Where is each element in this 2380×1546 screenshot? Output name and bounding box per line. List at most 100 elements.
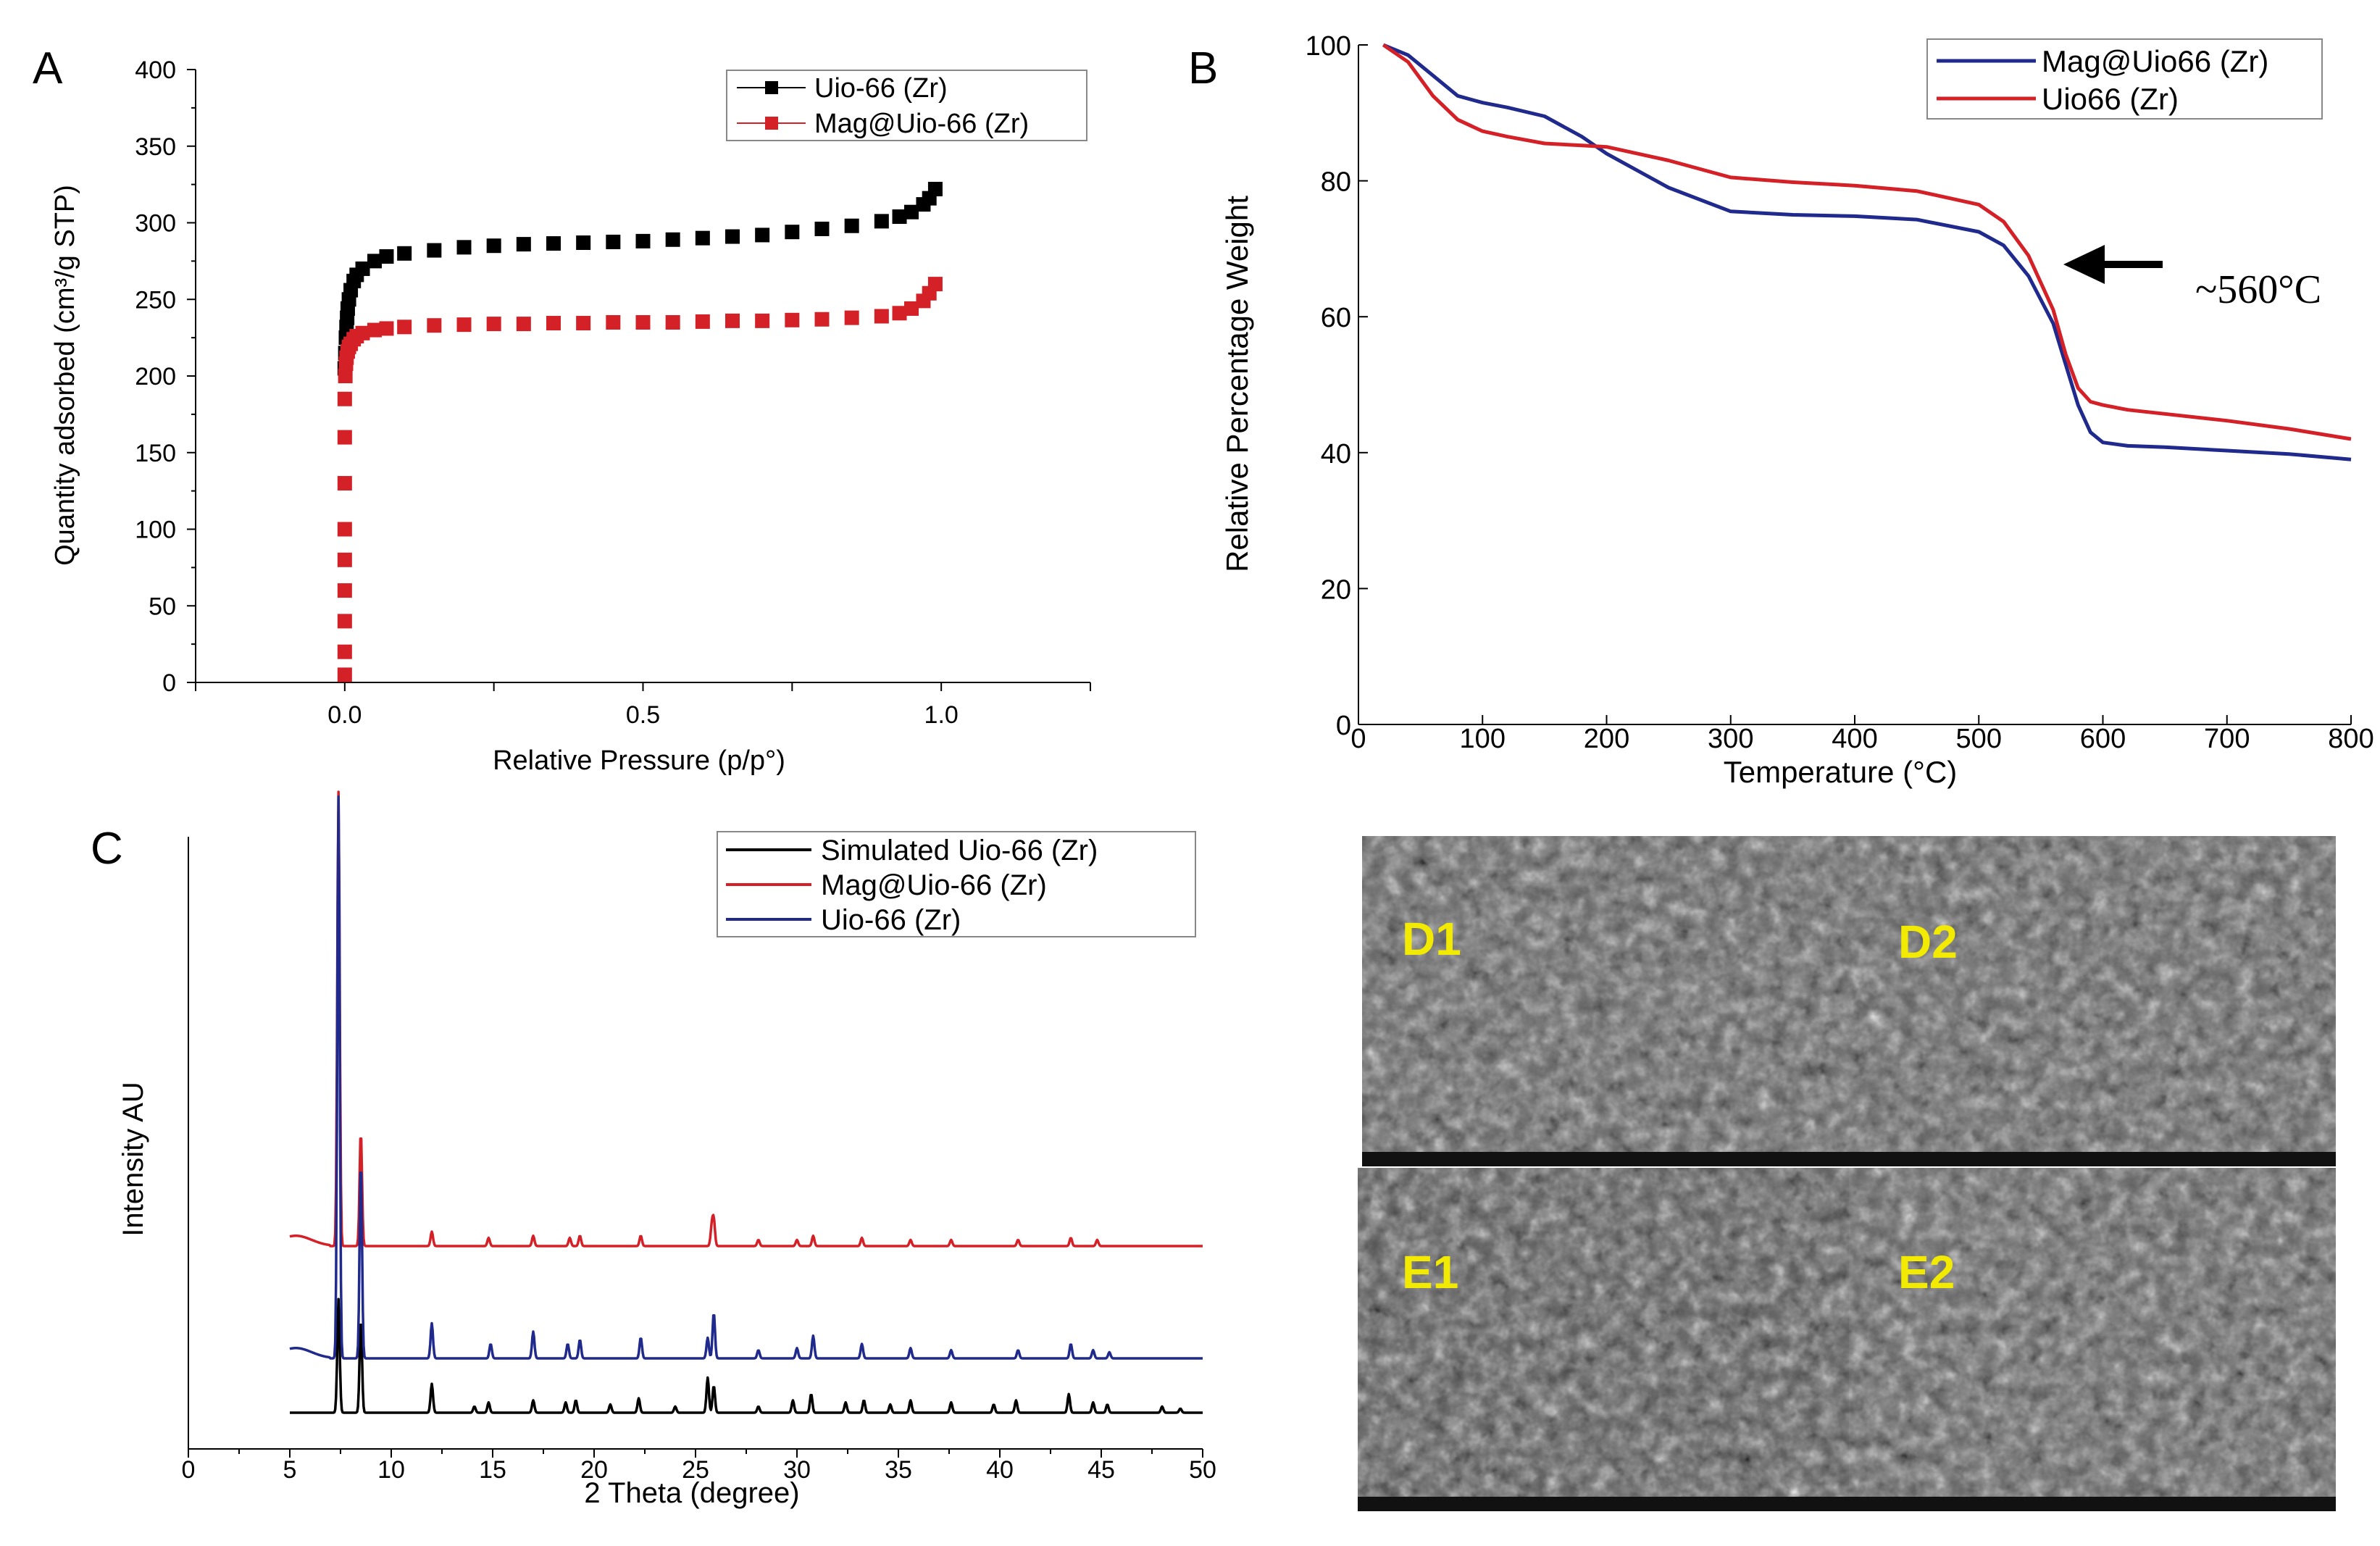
panel-b-y-axis-title: Relative Percentage Weight [1220, 196, 1254, 572]
panel-a-point-uio66 [785, 225, 800, 240]
panel-a-point-uio66 [892, 209, 907, 225]
panel-c-legend-label-mag: Mag@Uio-66 (Zr) [821, 869, 1047, 901]
panel-b-y-tick-label: 60 [1321, 303, 1351, 333]
panel-b-legend: Mag@Uio66 (Zr) Uio66 (Zr) [1926, 38, 2323, 120]
panel-b-x-axis-title: Temperature (°C) [1724, 755, 1958, 789]
panel-a-point-mag [785, 312, 800, 327]
panel-c-label: C [91, 824, 123, 874]
sem-label-e1: E1 [1402, 1246, 1458, 1298]
panel-a-y-tick-label: 300 [135, 210, 176, 238]
panel-a-point-mag [337, 391, 352, 406]
panel-b-y-tick-label: 100 [1306, 31, 1351, 62]
panel-a-legend: Uio-66 (Zr) Mag@Uio-66 (Zr) [726, 70, 1087, 141]
panel-c-x-tick-label: 30 [783, 1456, 811, 1484]
panel-b-x-tick-label: 600 [2080, 724, 2126, 754]
panel-a-y-tick-label: 200 [135, 363, 176, 390]
panel-b-x-tick-label: 700 [2204, 724, 2250, 754]
sem-image-e2: E2 [1849, 1168, 2336, 1511]
panel-c-x-tick-label: 25 [682, 1456, 709, 1484]
panel-a-legend-marker-mag [765, 117, 778, 130]
panel-a-point-mag [338, 369, 353, 383]
panel-a-point-mag [337, 476, 352, 491]
panel-a-point-mag [397, 319, 412, 335]
panel-c-xrd-chart: C 0 5 10 15 20 25 30 35 40 45 50 2 Theta (degree) … [91, 790, 1216, 1509]
panel-a-point-mag [576, 316, 591, 331]
panel-a-point-uio66 [546, 236, 561, 251]
panel-c-legend-label-simulated: Simulated Uio-66 (Zr) [821, 835, 1098, 866]
panel-b-x-tick-label: 0 [1350, 724, 1366, 754]
panel-a-point-mag [695, 314, 710, 329]
sem-image-e1: E1 [1358, 1168, 1849, 1511]
panel-a-point-mag [337, 614, 352, 629]
panel-a-point-mag [516, 317, 531, 332]
panel-a-point-uio66 [904, 204, 919, 220]
panel-a-legend-box [726, 70, 1087, 141]
panel-b-y-tick-label: 0 [1336, 711, 1351, 741]
panel-a-y-tick-label: 0 [162, 669, 176, 697]
panel-a-point-mag [635, 314, 651, 330]
panel-b-x-tick-label: 500 [1956, 724, 2002, 754]
panel-a-x-axis-title: Relative Pressure (p/p°) [493, 745, 785, 776]
panel-a-point-mag [844, 310, 859, 325]
panel-a-point-uio66 [606, 234, 621, 249]
panel-a-point-uio66 [379, 249, 394, 264]
panel-b-annotation: ~560°C [2195, 267, 2321, 312]
panel-a-point-mag [814, 312, 830, 327]
panel-a-point-mag [665, 314, 680, 330]
panel-a-point-mag [486, 317, 501, 332]
panel-c-x-tick-label: 5 [283, 1456, 297, 1484]
panel-c-x-tick-label: 35 [885, 1456, 912, 1484]
panel-b-y-tick-label: 40 [1321, 439, 1351, 469]
panel-a-point-uio66 [456, 240, 472, 255]
panel-a-y-tick-label: 400 [135, 57, 176, 84]
panel-b-line-uio66 [1382, 43, 2352, 441]
panel-a-x-tick-label: 0.0 [327, 701, 362, 729]
panel-a-legend-marker-uio66 [765, 81, 778, 94]
panel-a-point-mag [367, 322, 382, 338]
panel-a-point-mag [337, 522, 352, 537]
panel-a-point-uio66 [725, 229, 740, 244]
sem-label-e2: E2 [1898, 1246, 1955, 1298]
panel-a-point-mag [874, 309, 889, 324]
panel-c-x-tick-label: 40 [986, 1456, 1014, 1484]
panel-a-point-mag [546, 316, 561, 331]
panel-c-plot-area: 0 5 10 15 20 25 30 35 40 45 50 [182, 790, 1216, 1484]
panel-a-legend-label-uio66: Uio-66 (Zr) [814, 73, 948, 104]
panel-b-y-tick-label: 20 [1321, 574, 1351, 605]
panel-a-point-uio66 [576, 235, 591, 250]
panel-c-x-axis-title: 2 Theta (degree) [584, 1477, 799, 1509]
panel-a-y-tick-label: 100 [135, 517, 176, 544]
panel-a-point-uio66 [367, 254, 382, 269]
panel-a-point-mag [606, 314, 621, 330]
panel-a-point-mag [337, 552, 352, 567]
panel-a-point-mag [337, 583, 352, 598]
panel-b-legend-label-uio66: Uio66 (Zr) [2042, 82, 2179, 116]
panel-a-point-mag [427, 318, 442, 333]
panel-a-point-uio66 [665, 232, 680, 247]
panel-c-y-axis-title: Intensity AU [117, 1082, 149, 1236]
panel-b-legend-box [1926, 38, 2323, 120]
panel-b-plot-area: 0 20 40 60 80 100 0 100 200 300 400 500 600 700 800 [1306, 31, 2374, 754]
sem-label-d1: D1 [1402, 913, 1461, 965]
panel-a-adsorption-chart: A 0 50 100 150 200 250 300 350 400 0.0 0.5 1.0 Rela… [33, 43, 1091, 776]
panel-a-point-uio66 [635, 233, 651, 248]
panel-a-point-mag [755, 313, 770, 328]
panel-c-x-tick-label: 45 [1087, 1456, 1115, 1484]
panel-a-point-mag [892, 306, 907, 321]
panel-b-x-tick-label: 200 [1584, 724, 1629, 754]
panel-b-x-tick-label: 800 [2328, 724, 2373, 754]
panel-a-point-uio66 [397, 246, 412, 261]
panel-a-point-uio66 [844, 218, 859, 233]
panel-a-y-tick-label: 350 [135, 133, 176, 161]
panel-a-point-uio66 [486, 238, 501, 254]
panel-a-point-uio66 [355, 261, 370, 276]
panel-b-arrow-head [2063, 245, 2105, 284]
panel-b-arrow [2063, 245, 2163, 284]
panel-a-plot-area: 0 50 100 150 200 250 300 350 400 0.0 0.5 1.0 [135, 57, 1091, 729]
panel-a-y-tick-label: 250 [135, 286, 176, 314]
panel-b-label: B [1188, 43, 1218, 93]
panel-a-y-tick-label: 150 [135, 440, 176, 467]
panel-a-point-uio66 [516, 237, 531, 252]
panel-c-x-tick-label: 0 [182, 1456, 196, 1484]
